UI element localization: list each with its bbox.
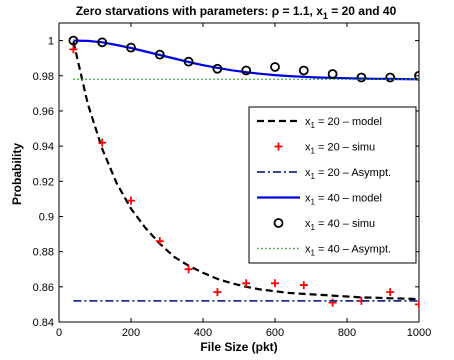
data-point-x20-simu bbox=[155, 237, 164, 246]
data-point-x40-simu bbox=[298, 65, 309, 76]
y-tick-label: 0.94 bbox=[33, 141, 54, 153]
data-point-x40-simu bbox=[154, 49, 165, 60]
y-tick-label: 0.88 bbox=[33, 247, 54, 259]
x-tick-label: 600 bbox=[266, 327, 284, 339]
y-tick-label: 0.96 bbox=[33, 106, 54, 118]
x-tick-label: 1000 bbox=[407, 327, 431, 339]
data-point-x40-simu bbox=[212, 63, 223, 74]
data-point-x20-simu bbox=[127, 196, 135, 205]
data-point-x40-simu bbox=[183, 56, 194, 67]
x-tick-label: 0 bbox=[56, 327, 62, 339]
data-point-x20-simu bbox=[69, 45, 78, 54]
data-point-x20-simu bbox=[184, 265, 193, 274]
data-point-x40-simu bbox=[356, 72, 367, 83]
series-group bbox=[68, 35, 419, 309]
data-point-x40-simu bbox=[241, 65, 252, 76]
data-point-x20-simu bbox=[242, 279, 251, 288]
legend-label: x1 = 20 – model bbox=[305, 116, 382, 130]
x-tick-label: 400 bbox=[194, 327, 212, 339]
data-point-x40-simu bbox=[327, 69, 338, 79]
y-tick-label: 0.9 bbox=[39, 211, 54, 223]
y-tick-label: 1 bbox=[48, 36, 54, 48]
data-point-x40-simu bbox=[385, 72, 396, 83]
y-axis-label: Probability bbox=[10, 143, 24, 205]
series-line-3 bbox=[73, 39, 419, 81]
data-point-x20-simu bbox=[271, 279, 279, 288]
data-point-x20-simu bbox=[98, 138, 107, 147]
data-point-x40-simu bbox=[270, 62, 280, 72]
data-point-x20-simu bbox=[415, 300, 419, 309]
x-tick-label: 800 bbox=[338, 327, 356, 339]
legend-label: x1 = 20 – Asympt. bbox=[305, 167, 391, 181]
legend-label: x1 = 40 – Asympt. bbox=[305, 244, 391, 258]
y-tick-label: 0.84 bbox=[33, 317, 54, 329]
data-point-x40-simu bbox=[414, 70, 419, 81]
legend-symbol-circle bbox=[273, 218, 284, 228]
legend-symbol-plus bbox=[274, 142, 283, 151]
x-tick-label: 200 bbox=[122, 327, 140, 339]
data-point-x40-simu bbox=[68, 35, 79, 46]
legend-label: x1 = 40 – simu bbox=[305, 218, 375, 232]
plot-area: 0 200 400 600 800 1000 0.84 0.86 0.88 0.9 0.92 0.94… bbox=[33, 22, 431, 339]
y-tick-label: 0.98 bbox=[33, 71, 54, 83]
chart-title: Zero starvations with parameters: ρ = 1.… bbox=[76, 4, 397, 21]
y-tick-label: 0.86 bbox=[33, 282, 54, 294]
x-axis-label: File Size (pkt) bbox=[200, 340, 277, 354]
data-point-x20-simu bbox=[386, 288, 395, 297]
data-point-x20-simu bbox=[213, 288, 222, 297]
data-point-x40-simu bbox=[126, 42, 136, 53]
y-tick-label: 0.92 bbox=[33, 176, 54, 188]
axes-frame bbox=[58, 22, 420, 323]
data-point-x40-simu bbox=[97, 37, 108, 48]
legend-label: x1 = 20 – simu bbox=[305, 142, 375, 156]
legend-box bbox=[248, 106, 417, 264]
data-point-x20-simu bbox=[328, 298, 337, 307]
data-point-x20-simu bbox=[299, 281, 308, 290]
legend-label: x1 = 40 – model bbox=[305, 193, 382, 207]
legend: x1 = 20 – model x1 = 20 – simu x1 = 20 – A… bbox=[248, 106, 417, 264]
